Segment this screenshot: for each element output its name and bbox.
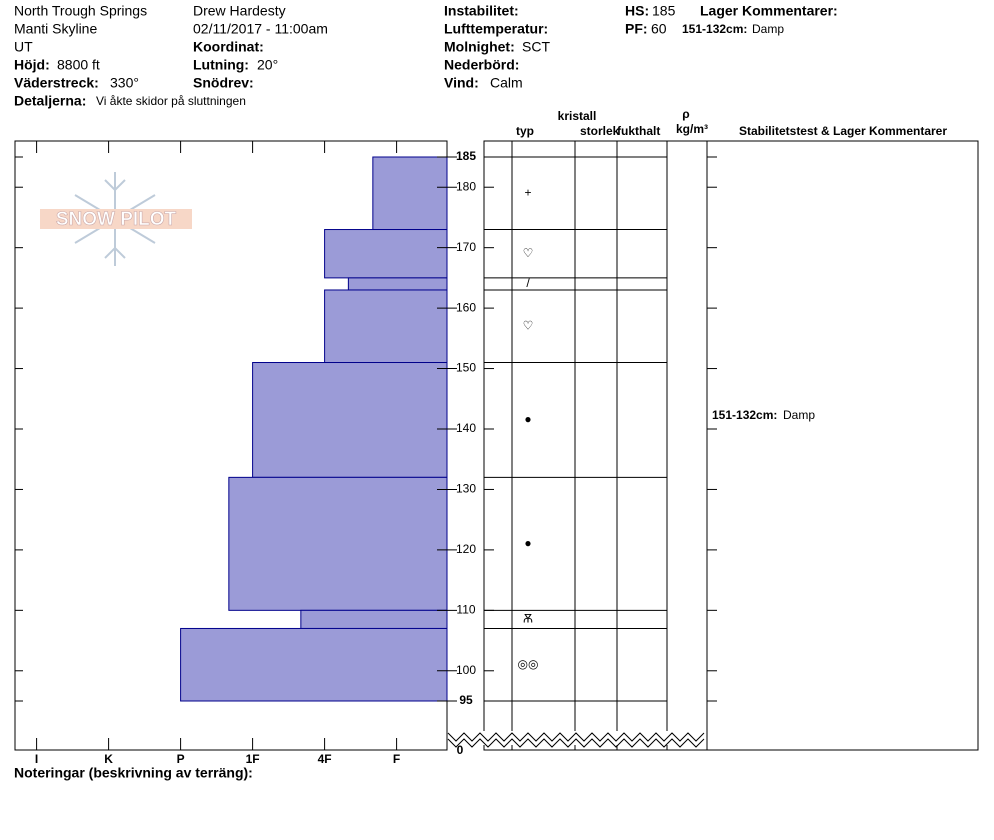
location: North Trough Springs [14,3,147,19]
range: Manti Skyline [14,21,97,37]
y-tick-label: 185 [456,149,476,163]
axis-break [447,732,705,742]
label: Höjd: [14,57,50,73]
label: Molnighet: [444,39,515,55]
notes: Noteringar (beskrivning av terräng): [14,765,253,781]
state: UT [14,39,33,55]
label: Lager Kommentarer: [700,3,838,19]
x-tick-label: P [177,752,185,766]
column-header: kg/m³ [676,122,708,136]
column-header: fukthalt [617,124,660,138]
y-tick-label: 140 [456,421,476,435]
crystal-type: ● [524,536,531,550]
label: Detaljerna: [14,93,86,109]
column-header: typ [516,124,534,138]
logo [40,172,192,266]
label: Lutning: [193,57,249,73]
value: 20° [257,57,278,73]
hardness-bar [252,362,448,478]
logo-text: SNOW PILOT [56,209,177,230]
label: Nederbörd: [444,57,519,73]
x-tick-label: I [35,752,38,766]
value: 8800 ft [57,57,100,73]
value: 60 [651,21,667,37]
crystal-type: ◎◎ [518,657,539,671]
hardness-bar [324,229,448,279]
x-tick-label: 4F [318,752,332,766]
y-tick-label: 180 [456,179,476,193]
label: Instabilitet: [444,3,519,19]
value: Vi åkte skidor på sluttningen [96,94,246,108]
label: Koordinat: [193,39,264,55]
y-tick-label: 110 [456,603,475,617]
crystal-type: ♡ [523,246,534,260]
observer: Drew Hardesty [193,3,286,19]
y-tick-label: 120 [456,542,476,556]
comment-text: Damp [783,408,815,422]
hardness-bar [372,156,448,231]
label: HS: [625,3,649,19]
hardness-bar [347,277,448,291]
crystal-type: ♡ [523,318,534,332]
y-tick-label: 160 [456,300,476,314]
crystal-type: ● [524,412,531,426]
hardness-bar [300,609,448,629]
hardness-bar [228,476,448,611]
label: Lufttemperatur: [444,21,548,37]
comment-range: 151-132cm: [712,408,777,422]
column-header: Stabilitetstest & Lager Kommentarer [739,124,947,138]
crystal-type: / [526,276,530,290]
crystal-type: Ѫ [523,612,533,626]
label: PF: [625,21,648,37]
y-tick-label: 100 [456,663,476,677]
y-tick-label: 170 [456,240,476,254]
y-tick-label: 0 [457,743,464,757]
y-tick-label: 150 [456,361,476,375]
value: Calm [490,75,523,91]
hardness-bar [180,627,448,702]
value: 330° [110,75,139,91]
x-tick-label: K [104,752,113,766]
comment-range: 151-132cm: [682,22,747,36]
value: 185 [652,3,676,19]
label: Vind: [444,75,479,91]
x-tick-label: F [393,752,400,766]
comment-text: Damp [752,22,784,36]
x-tick-label: 1F [246,752,260,766]
y-tick-label: 130 [456,482,476,496]
column-header: storlek [580,124,620,138]
value: SCT [522,39,550,55]
y-tick-label: 95 [459,693,473,707]
label: Väderstreck: [14,75,99,91]
crystal-type: + [524,185,531,199]
datetime: 02/11/2017 - 11:00am [193,21,328,37]
axis-break [447,738,705,748]
column-header: kristall [558,109,597,123]
table-frame [483,140,979,751]
column-header: ρ [682,107,689,121]
label: Snödrev: [193,75,254,91]
hardness-bar [324,289,448,364]
